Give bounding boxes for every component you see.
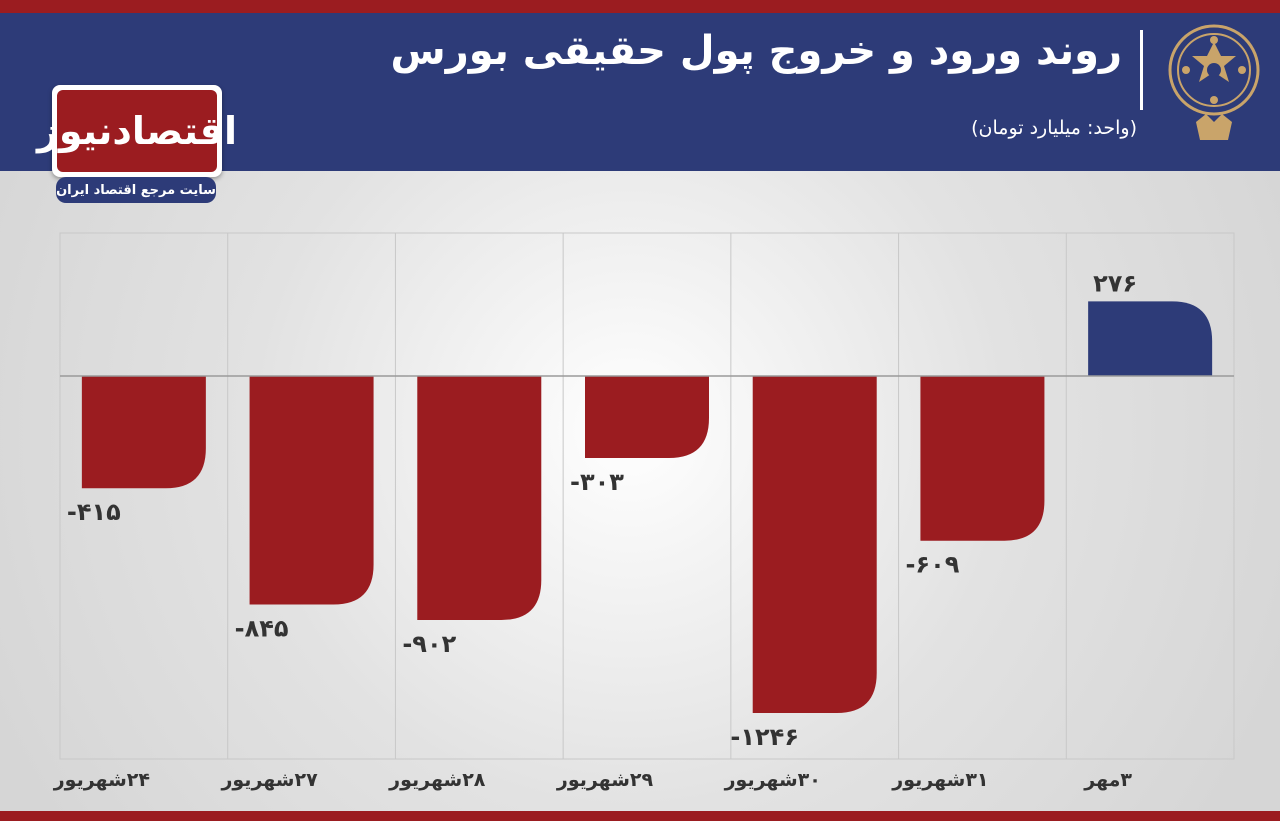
data-label: -۱۲۴۶ [730,723,799,751]
bar [417,376,542,620]
data-label: -۴۱۵ [67,498,121,526]
plot-frame [59,232,1235,760]
brand-tagline: سایت مرجع اقتصاد ایران [56,177,216,203]
data-label: -۹۰۲ [402,630,456,658]
unit-caption: (واحد: میلیارد تومان) [971,117,1137,139]
tehran-stock-exchange-emblem-icon [1168,24,1260,140]
x-tick-label: ۳۰شهریور [724,769,821,791]
x-tick-label: ۲۷شهریور [220,769,318,791]
x-tick-label: ۳۱شهریور [891,769,988,791]
data-label: -۸۴۵ [235,615,289,643]
header-divider [1140,30,1143,110]
x-tick-label: ۲۴شهریور [53,769,150,791]
bar [920,376,1045,541]
page-title: روند ورود و خروج پول حقیقی بورس [390,28,1122,74]
bar [1088,301,1213,376]
x-tick-label: ۲۸شهریور [388,769,486,791]
bar [585,376,709,458]
bar [249,376,374,605]
brand-logo-text: اقتصادنیوز [37,90,237,172]
x-tick-label: ۲۹شهریور [556,769,654,791]
data-label: -۳۰۳ [570,468,624,496]
bar [752,376,877,713]
brand-logo: اقتصادنیوز [37,85,237,177]
top-accent-strip [0,0,1280,13]
bottom-accent-strip [0,811,1280,821]
bar [81,376,206,489]
data-label: ۲۷۶ [1093,269,1137,297]
x-tick-label: ۳مهر [1083,769,1132,791]
data-label: -۶۰۹ [905,551,959,579]
